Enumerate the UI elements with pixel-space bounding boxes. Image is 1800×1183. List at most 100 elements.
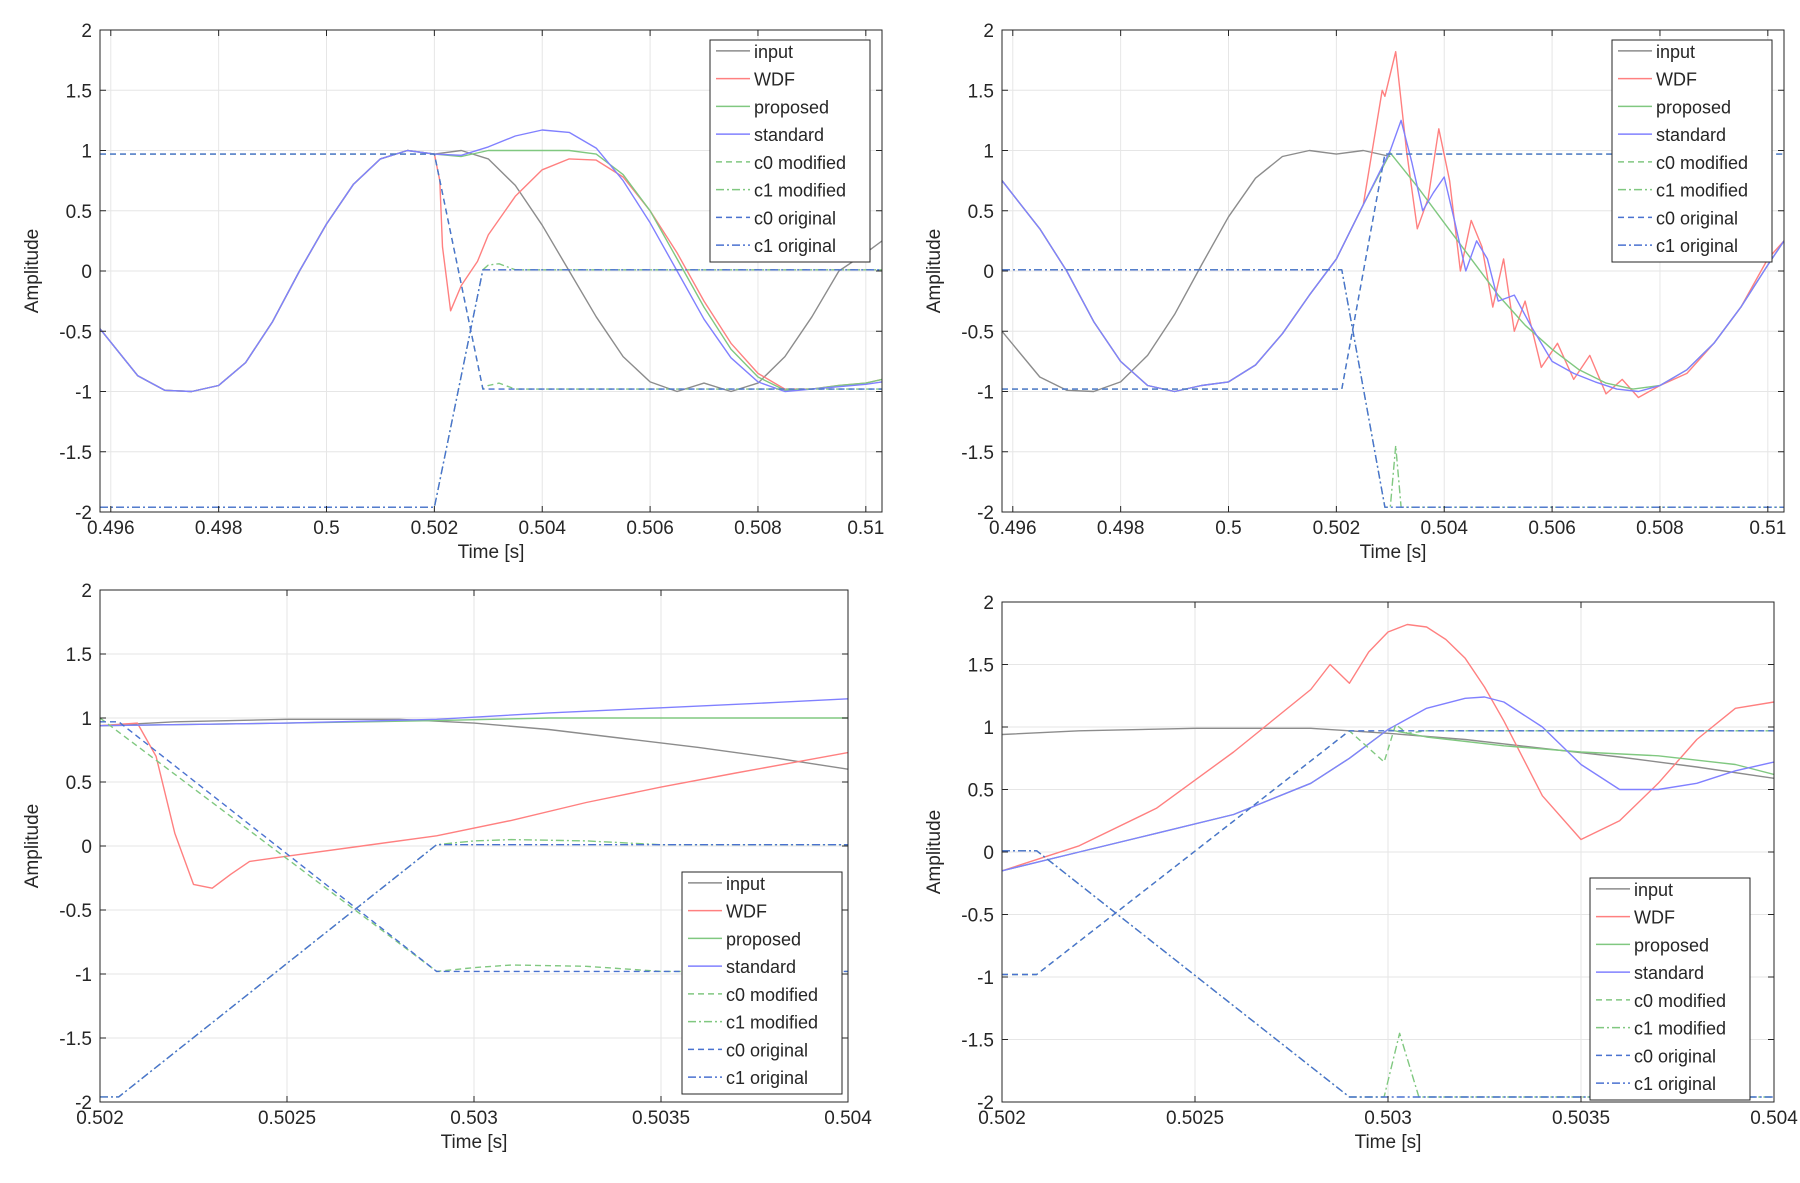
legend-label: c0 modified — [726, 985, 818, 1005]
y-tick-label: -0.5 — [961, 906, 994, 927]
legend-label: c0 modified — [1634, 991, 1726, 1011]
y-tick-label: -2 — [977, 1093, 994, 1114]
y-tick-label: 0 — [81, 837, 92, 858]
y-tick-label: 2 — [983, 593, 994, 614]
x-tick-label: 0.5025 — [258, 1108, 316, 1129]
x-tick-label: 0.503 — [450, 1108, 498, 1129]
series-group — [100, 698, 848, 1098]
legend-box — [1589, 877, 1751, 1101]
chart-panel-2: 0.496 0.498 0.5 0.502 0.504 0.506 0.508 0.51-2-… — [924, 21, 1786, 563]
x-tick-label: 0.508 — [734, 518, 782, 539]
legend-label: proposed — [1656, 97, 1731, 117]
legend-label: input — [1634, 880, 1673, 900]
x-axis-label: Time [s] — [1360, 542, 1427, 563]
legend-label: c1 original — [754, 236, 836, 256]
legend-label: proposed — [726, 929, 801, 949]
legend: input WDF proposed standard c0 modified c1 mo… — [1589, 877, 1751, 1101]
legend-label: input — [754, 42, 793, 62]
x-tick-label: 0.502 — [76, 1108, 124, 1129]
legend-label: c1 original — [1656, 236, 1738, 256]
x-tick-label: 0.5025 — [1166, 1108, 1224, 1129]
series-line-7 — [100, 844, 848, 1098]
y-axis-label: Amplitude — [924, 810, 945, 895]
series-line-7 — [1002, 850, 1774, 1098]
legend-label: proposed — [1634, 935, 1709, 955]
y-tick-label: -1 — [977, 383, 994, 404]
y-tick-label: 2 — [81, 581, 92, 602]
series-line-0 — [1002, 149, 1391, 393]
x-tick-label: 0.51 — [847, 518, 884, 539]
y-tick-label: 0 — [983, 843, 994, 864]
legend-box — [1611, 39, 1773, 263]
series-line-3 — [1002, 119, 1784, 393]
series-group — [1002, 51, 1784, 508]
chart-panel-1: 0.496 0.498 0.5 0.502 0.504 0.506 0.508 0.51-2-… — [22, 21, 884, 563]
y-axis-label: Amplitude — [22, 229, 43, 314]
legend-label: standard — [754, 125, 824, 145]
x-tick-label: 0.504 — [1750, 1108, 1798, 1129]
series-line-3 — [100, 698, 848, 727]
y-tick-label: 1.5 — [968, 656, 994, 677]
y-tick-label: 1 — [81, 709, 92, 730]
legend-label: WDF — [1656, 70, 1697, 90]
legend-label: c1 modified — [754, 181, 846, 201]
legend-label: c0 modified — [754, 153, 846, 173]
x-tick-label: 0.502 — [1313, 518, 1361, 539]
x-tick-label: 0.5 — [313, 518, 339, 539]
legend-label: input — [1656, 42, 1695, 62]
y-tick-label: -1 — [977, 968, 994, 989]
series-line-3 — [1002, 696, 1774, 872]
series-line-7 — [1002, 269, 1784, 508]
legend-label: c0 modified — [1656, 153, 1748, 173]
legend-label: c0 original — [726, 1040, 808, 1060]
x-tick-label: 0.508 — [1636, 518, 1684, 539]
x-tick-label: 0.504 — [824, 1108, 872, 1129]
x-tick-label: 0.496 — [989, 518, 1037, 539]
legend-label: c0 original — [1634, 1046, 1716, 1066]
y-tick-label: -1.5 — [961, 443, 994, 464]
y-tick-label: -2 — [75, 503, 92, 524]
legend-label: c1 original — [726, 1068, 808, 1088]
series-line-7 — [100, 269, 882, 508]
y-tick-label: 2 — [81, 21, 92, 42]
x-tick-label: 0.5 — [1215, 518, 1241, 539]
legend-label: proposed — [754, 97, 829, 117]
legend-label: WDF — [1634, 908, 1675, 928]
y-tick-label: 0 — [983, 262, 994, 283]
chart-panel-4: 0.502 0.5025 0.503 0.5035 0.504-2-1.5-1-0.50… — [924, 593, 1798, 1153]
legend-label: c1 modified — [1656, 181, 1748, 201]
y-tick-label: -1.5 — [961, 1031, 994, 1052]
x-tick-label: 0.5035 — [1552, 1108, 1610, 1129]
x-tick-label: 0.503 — [1364, 1108, 1412, 1129]
y-tick-label: -1.5 — [59, 443, 92, 464]
series-line-0 — [100, 718, 848, 770]
y-tick-label: 0 — [81, 262, 92, 283]
legend-label: standard — [726, 957, 796, 977]
legend-label: c0 original — [1656, 208, 1738, 228]
y-tick-label: -1 — [75, 383, 92, 404]
y-tick-label: 1 — [983, 142, 994, 163]
chart-panel-3: 0.502 0.5025 0.503 0.5035 0.504-2-1.5-1-0.50… — [22, 581, 872, 1153]
legend-label: input — [726, 874, 765, 894]
x-tick-label: 0.506 — [626, 518, 674, 539]
series-line-6 — [100, 721, 848, 973]
legend-label: c1 original — [1634, 1074, 1716, 1094]
legend-label: c0 original — [754, 208, 836, 228]
y-tick-label: 1 — [983, 718, 994, 739]
series-line-6 — [1002, 730, 1774, 976]
y-tick-label: -0.5 — [961, 322, 994, 343]
legend-label: WDF — [754, 70, 795, 90]
x-axis-label: Time [s] — [1355, 1132, 1422, 1153]
y-tick-label: 0.5 — [968, 781, 994, 802]
legend: input WDF proposed standard c0 modified c1 mo… — [709, 39, 871, 263]
legend-box — [681, 871, 843, 1095]
series-line-1 — [100, 722, 848, 889]
x-tick-label: 0.51 — [1749, 518, 1786, 539]
y-tick-label: 0.5 — [66, 202, 92, 223]
legend-label: standard — [1634, 963, 1704, 983]
y-tick-label: -1.5 — [59, 1029, 92, 1050]
y-tick-label: -2 — [75, 1093, 92, 1114]
series-group — [100, 129, 882, 508]
y-axis-label: Amplitude — [924, 229, 945, 314]
